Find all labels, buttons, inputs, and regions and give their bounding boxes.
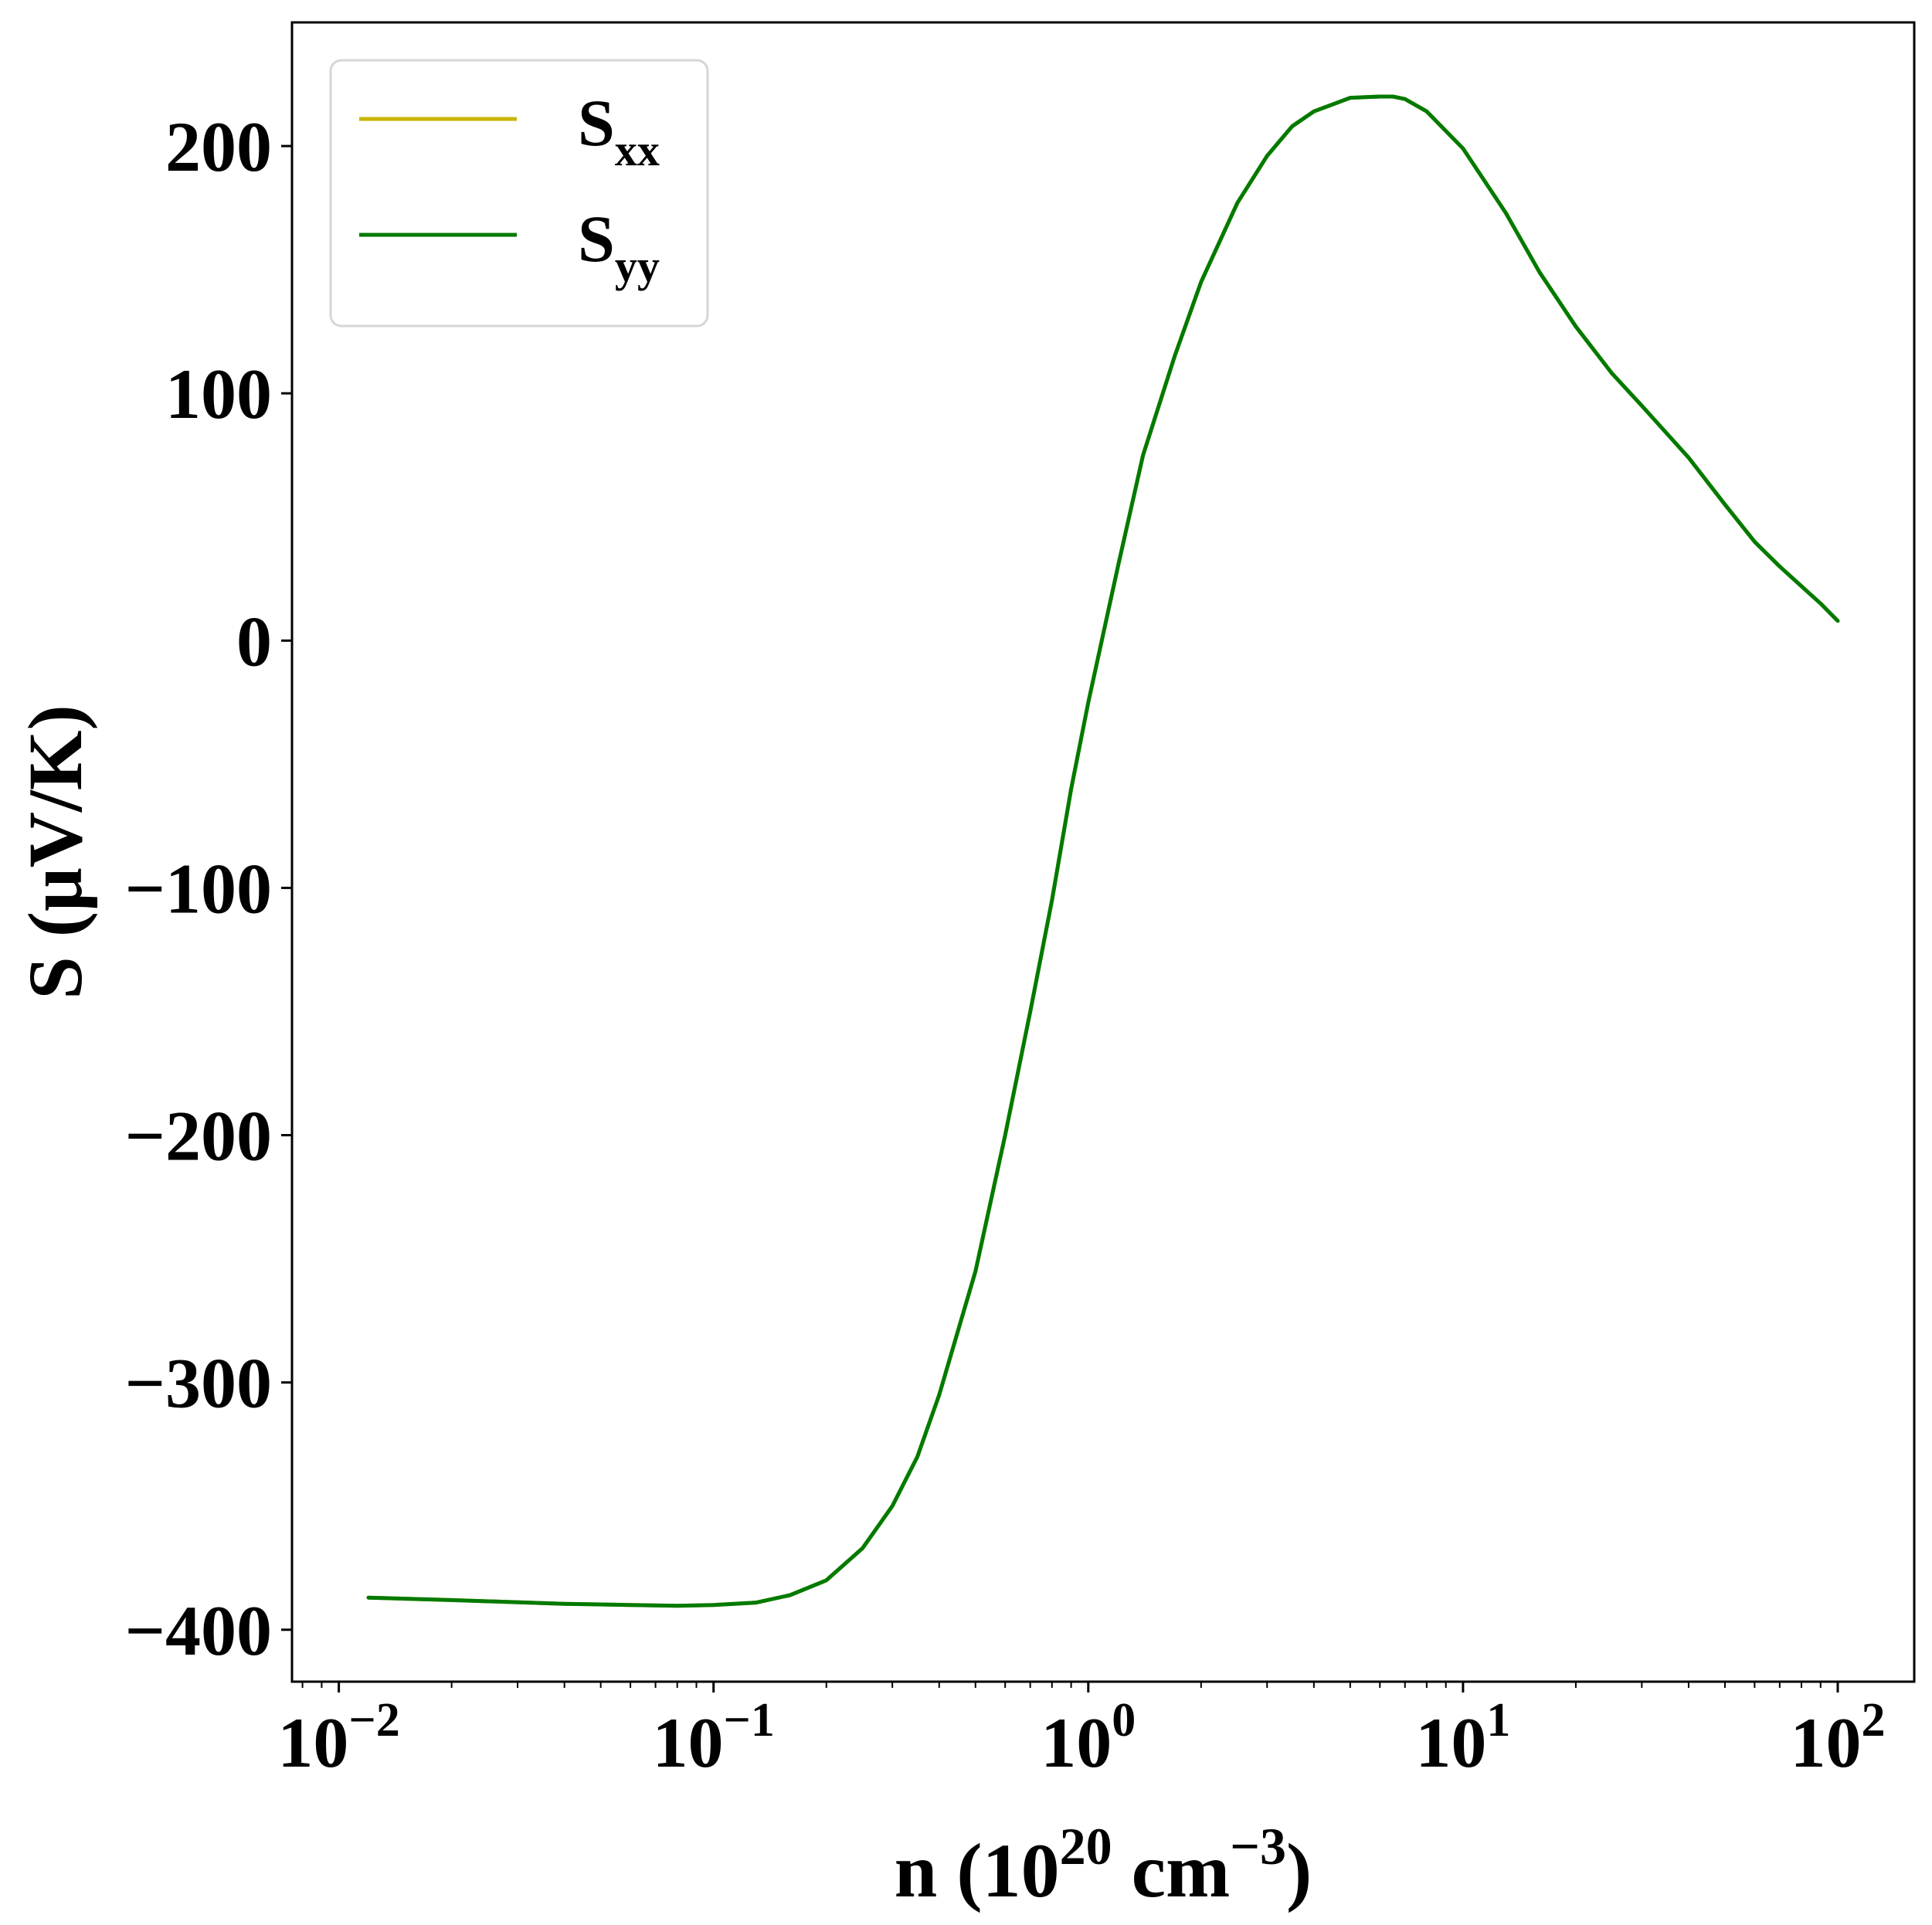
legend-label-syy-sub: yy xyxy=(615,241,660,291)
y-tick-label: 0 xyxy=(236,602,272,681)
y-axis-ticks: 200 100 0 −100 −200 −300 −400 xyxy=(125,107,292,1670)
legend-label-sxx-sub: xx xyxy=(615,125,660,175)
plot-frame xyxy=(290,21,1916,1683)
legend: Sxx Syy xyxy=(329,59,709,328)
x-tick-label: 100 xyxy=(1041,1694,1136,1782)
y-tick-label: −300 xyxy=(125,1344,272,1423)
legend-label-syy: Syy xyxy=(578,202,660,291)
y-tick-label: −100 xyxy=(125,849,272,928)
legend-box xyxy=(329,59,709,328)
x-tick-label: 102 xyxy=(1790,1694,1885,1782)
x-axis-ticks: 10−2 10−1 100 101 102 xyxy=(277,1682,1885,1782)
x-axis-title: n (1020 cm−3) xyxy=(895,1817,1312,1913)
series-layer xyxy=(366,94,1840,1608)
y-axis-title: S (μV/K) xyxy=(12,704,98,1000)
y-tick-label: 200 xyxy=(165,107,272,186)
x-tick-label: 10−1 xyxy=(653,1694,775,1782)
x-tick-label: 10−2 xyxy=(277,1694,399,1782)
y-tick-label: −400 xyxy=(125,1591,272,1670)
series-line-syy xyxy=(366,94,1840,1608)
y-tick-label: −200 xyxy=(125,1097,272,1176)
y-tick-label: 100 xyxy=(165,355,272,433)
x-tick-label: 101 xyxy=(1415,1694,1510,1782)
legend-label-sxx: Sxx xyxy=(578,86,660,175)
